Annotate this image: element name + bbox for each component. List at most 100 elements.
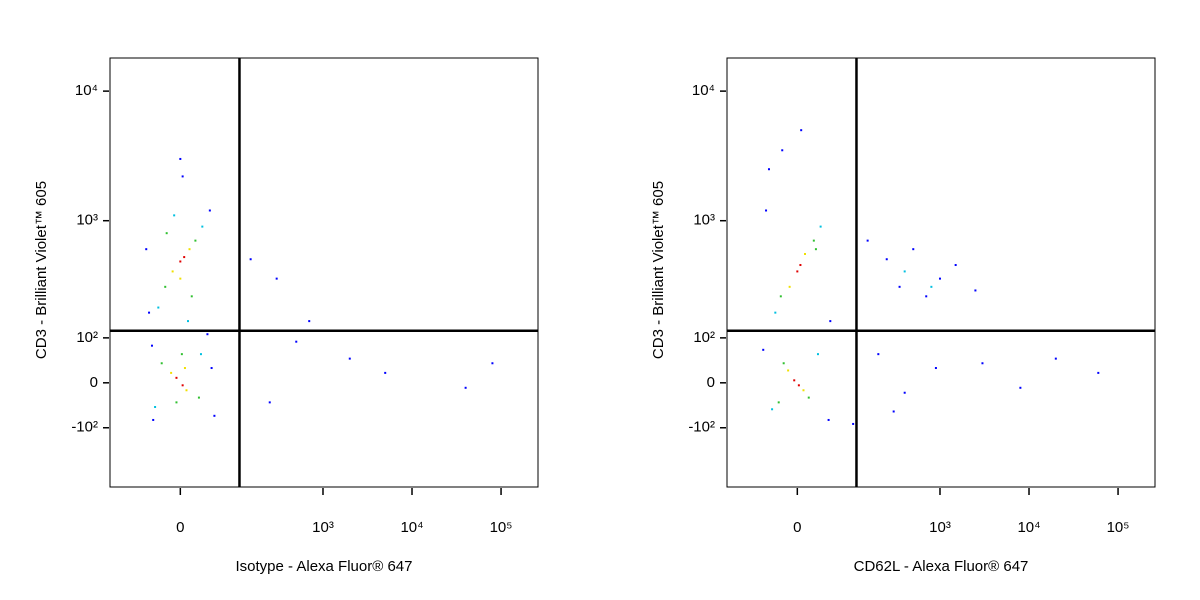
- event-dot: [173, 214, 176, 217]
- plot-frame: [726, 57, 1156, 488]
- event-dot: [827, 418, 830, 421]
- event-dot: [814, 248, 817, 251]
- y-tick-label: 10³: [76, 212, 98, 229]
- event-dot: [187, 320, 190, 323]
- event-dot: [779, 295, 782, 298]
- event-dot: [152, 418, 155, 421]
- event-dot: [852, 422, 855, 425]
- event-dot: [892, 410, 895, 413]
- y-tick-label: 0: [707, 374, 715, 391]
- event-dot: [796, 270, 799, 273]
- event-dot: [799, 264, 802, 267]
- event-dot: [295, 340, 298, 343]
- event-dot: [208, 209, 211, 212]
- event-dot: [903, 391, 906, 394]
- event-dot: [1097, 371, 1100, 374]
- y-tick-label: 10²: [693, 329, 715, 346]
- event-dot: [797, 384, 800, 387]
- event-dot: [199, 353, 202, 356]
- event-dot: [765, 209, 768, 212]
- x-tick-label: 10³: [929, 519, 951, 536]
- event-dot: [180, 353, 183, 356]
- event-dot: [767, 168, 770, 171]
- event-dot: [148, 311, 151, 314]
- x-tick-label: 10³: [312, 519, 334, 536]
- event-dot: [782, 362, 785, 365]
- event-dot: [165, 232, 168, 235]
- plot-frame: [109, 57, 539, 488]
- event-dot: [185, 389, 188, 392]
- event-dot: [179, 277, 182, 280]
- event-dot: [774, 311, 777, 314]
- event-dot: [829, 320, 832, 323]
- event-dot: [781, 149, 784, 152]
- event-dot: [183, 367, 186, 370]
- y-tick-label: 10²: [76, 329, 98, 346]
- event-dot: [819, 225, 822, 228]
- x-tick-label: 10⁵: [1107, 519, 1130, 536]
- y-axis-label: CD3 - Brilliant Violet™ 605: [650, 181, 667, 359]
- y-tick-label: -10²: [688, 419, 715, 436]
- event-dot: [787, 369, 790, 372]
- y-tick-label: 10³: [693, 212, 715, 229]
- event-dot: [934, 367, 937, 370]
- event-dot: [777, 401, 780, 404]
- event-dot: [903, 270, 906, 273]
- event-dot: [762, 348, 765, 351]
- event-dot: [1054, 357, 1057, 360]
- event-dot: [201, 225, 204, 228]
- event-dot: [930, 285, 933, 288]
- event-dot: [925, 295, 928, 298]
- event-dot: [197, 396, 200, 399]
- event-dot: [804, 252, 807, 255]
- event-dot: [816, 353, 819, 356]
- event-dot: [938, 277, 941, 280]
- event-dot: [190, 295, 193, 298]
- y-tick-label: 10⁴: [692, 82, 715, 99]
- event-dot: [898, 285, 901, 288]
- event-dot: [157, 306, 160, 309]
- x-tick-label: 0: [176, 519, 184, 536]
- x-tick-label: 10⁵: [490, 519, 513, 536]
- event-dot: [170, 371, 173, 374]
- event-dot: [181, 384, 184, 387]
- event-dot: [974, 289, 977, 292]
- event-dot: [171, 270, 174, 273]
- event-dot: [175, 401, 178, 404]
- event-dot: [802, 389, 805, 392]
- event-dot: [1019, 386, 1022, 389]
- event-dot: [179, 157, 182, 160]
- x-axis-label: CD62L - Alexa Fluor® 647: [854, 558, 1029, 575]
- event-dot: [175, 376, 178, 379]
- event-dot: [877, 353, 880, 356]
- y-tick-label: 0: [90, 374, 98, 391]
- event-dot: [179, 260, 182, 263]
- event-dot: [268, 401, 271, 404]
- event-dot: [160, 362, 163, 365]
- event-dot: [885, 258, 888, 261]
- event-dot: [788, 285, 791, 288]
- x-axis-label: Isotype - Alexa Fluor® 647: [236, 558, 413, 575]
- event-dot: [213, 414, 216, 417]
- event-dot: [807, 396, 810, 399]
- event-dot: [954, 264, 957, 267]
- y-tick-label: -10²: [71, 419, 98, 436]
- event-dot: [194, 239, 197, 242]
- x-tick-label: 10⁴: [1017, 519, 1040, 536]
- event-dot: [181, 175, 184, 178]
- x-tick-label: 0: [793, 519, 801, 536]
- y-tick-label: 10⁴: [75, 82, 98, 99]
- event-dot: [210, 367, 213, 370]
- event-dot: [464, 386, 467, 389]
- event-dot: [800, 129, 803, 132]
- event-dot: [491, 362, 494, 365]
- event-dot: [188, 248, 191, 251]
- event-dot: [384, 371, 387, 374]
- event-dot: [308, 320, 311, 323]
- event-dot: [981, 362, 984, 365]
- event-dot: [150, 344, 153, 347]
- event-dot: [206, 333, 209, 336]
- event-dot: [912, 248, 915, 251]
- y-axis-label: CD3 - Brilliant Violet™ 605: [33, 181, 50, 359]
